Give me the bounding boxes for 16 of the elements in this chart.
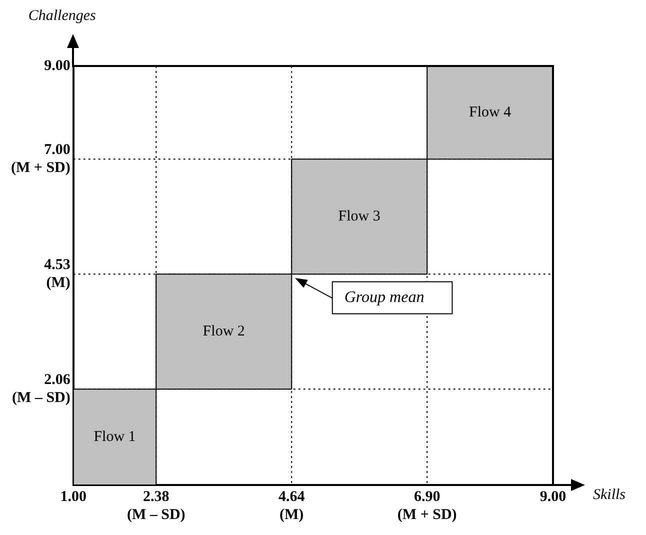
x-tick-label: 9.00 [540, 488, 566, 505]
y-tick-label: 2.06 (M – SD) [12, 372, 71, 406]
x-tick-label: 2.38 (M – SD) [126, 488, 186, 523]
y-tick-label: 9.00 [44, 58, 70, 74]
series-label: Flow 3 [338, 208, 380, 225]
series-label: Flow 2 [202, 324, 245, 340]
series-label: Flow 1 [94, 428, 136, 445]
y-tick-label: 7.00 (M + SD) [10, 142, 70, 176]
x-tick-label: 1.00 [60, 488, 86, 505]
y-axis-title: Challenges [28, 8, 96, 24]
y-tick-label: 4.53 (M) [44, 256, 70, 291]
x-tick-label: 6.90 (M + SD) [397, 488, 457, 523]
x-axis-title: Skills [593, 486, 626, 503]
series-label: Flow 4 [469, 104, 512, 120]
x-tick-label: 4.64 (M) [278, 488, 306, 523]
annotation: Group mean [344, 288, 424, 306]
